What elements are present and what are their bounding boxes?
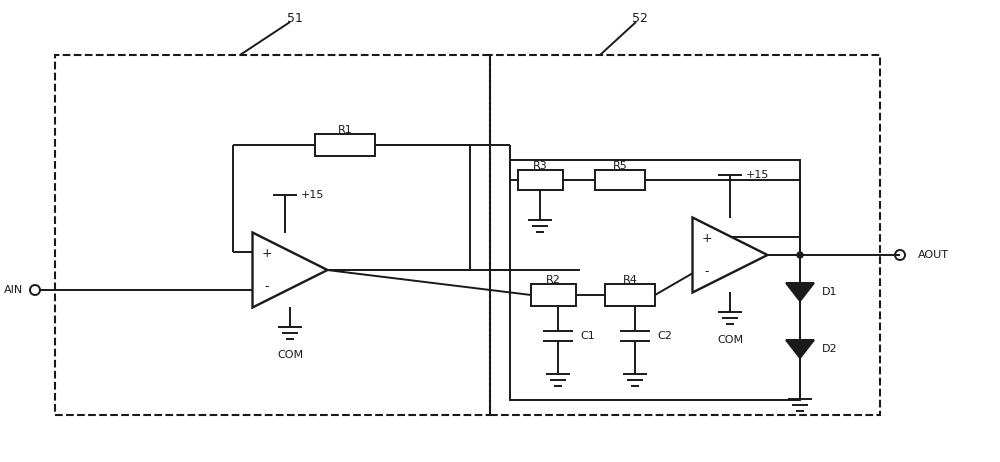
Text: 51: 51 xyxy=(287,12,303,24)
Text: 52: 52 xyxy=(632,12,648,24)
Polygon shape xyxy=(252,232,328,308)
Bar xyxy=(531,284,576,306)
Text: R3: R3 xyxy=(533,161,547,171)
Bar xyxy=(595,170,645,190)
Text: R4: R4 xyxy=(623,275,637,285)
Text: +15: +15 xyxy=(746,170,769,180)
Text: AIN: AIN xyxy=(4,285,23,295)
Bar xyxy=(605,284,655,306)
Bar xyxy=(315,134,375,156)
Text: R1: R1 xyxy=(338,125,352,135)
Circle shape xyxy=(797,252,803,258)
Bar xyxy=(490,55,880,415)
Polygon shape xyxy=(692,218,768,292)
Text: C2: C2 xyxy=(657,331,672,341)
Text: C1: C1 xyxy=(580,331,595,341)
Text: -: - xyxy=(264,280,269,293)
Text: +: + xyxy=(261,247,272,260)
Text: COM: COM xyxy=(277,350,303,360)
Text: -: - xyxy=(704,265,709,279)
Text: R2: R2 xyxy=(546,275,560,285)
Text: COM: COM xyxy=(717,335,743,345)
Text: +: + xyxy=(701,231,712,244)
Text: D1: D1 xyxy=(822,287,838,297)
Bar xyxy=(510,160,800,400)
Polygon shape xyxy=(786,340,814,358)
Bar xyxy=(518,170,563,190)
Text: AOUT: AOUT xyxy=(918,250,949,260)
Text: D2: D2 xyxy=(822,344,838,354)
Text: R5: R5 xyxy=(613,161,627,171)
Text: +15: +15 xyxy=(301,190,324,200)
Bar xyxy=(55,55,490,415)
Polygon shape xyxy=(786,283,814,301)
